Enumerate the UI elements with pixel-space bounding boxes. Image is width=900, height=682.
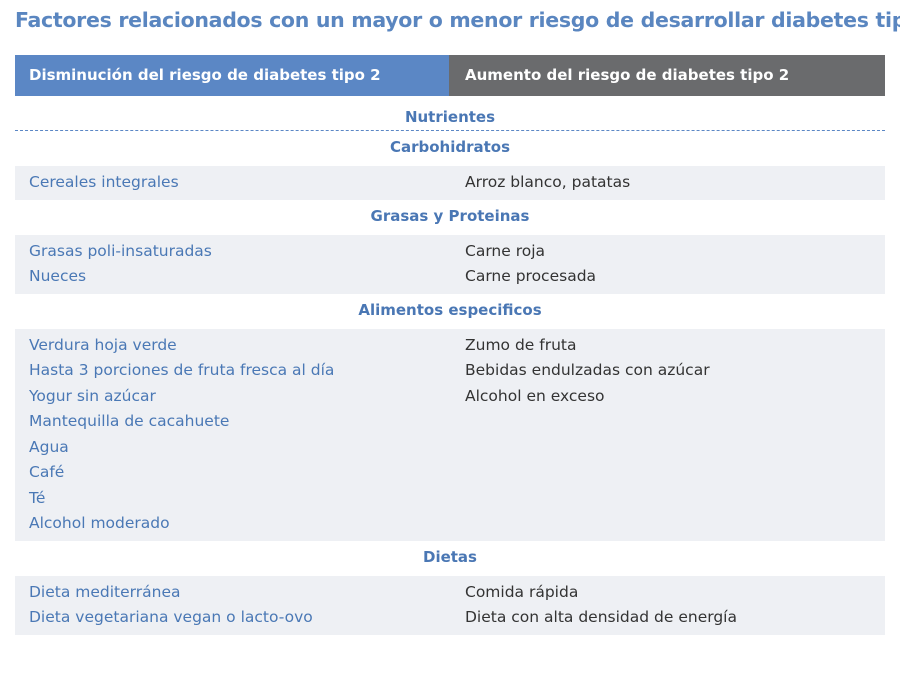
left-column: Verdura hoja verde Hasta 3 porciones de f… bbox=[15, 333, 449, 537]
right-column: Arroz blanco, patatas bbox=[449, 170, 885, 196]
section-rows: Verdura hoja verde Hasta 3 porciones de f… bbox=[15, 328, 885, 541]
section-heading: Alimentos especificos bbox=[358, 300, 542, 319]
right-column: Comida rápida Dieta con alta densidad de … bbox=[449, 580, 885, 631]
item: Mantequilla de cacahuete bbox=[29, 412, 230, 430]
item: Arroz blanco, patatas bbox=[465, 173, 631, 191]
table-header: Disminución del riesgo de diabetes tipo … bbox=[15, 55, 885, 96]
group-heading: Nutrientes bbox=[15, 102, 885, 131]
item: Grasas poli-insaturadas bbox=[29, 241, 212, 260]
item: Zumo de fruta bbox=[465, 335, 577, 354]
section-rows: Cereales integrales Arroz blanco, patatas bbox=[15, 166, 885, 200]
left-column: Cereales integrales bbox=[15, 170, 449, 196]
item: Cereales integrales bbox=[29, 173, 179, 191]
section-rows: Grasas poli-insaturadas Nueces Carne roja C… bbox=[15, 234, 885, 294]
item: Yogur sin azúcar bbox=[29, 386, 156, 405]
right-column: Carne roja Carne procesada bbox=[449, 239, 885, 290]
table-body: Nutrientes Carbohidratos Cereales integra… bbox=[15, 102, 885, 635]
section-heading: Grasas y Proteinas bbox=[370, 206, 530, 225]
section-rows: Dieta mediterránea Dieta vegetariana vega… bbox=[15, 575, 885, 635]
item: Comida rápida bbox=[465, 582, 579, 601]
item: Agua bbox=[29, 437, 69, 456]
item: Nueces bbox=[29, 267, 87, 285]
section-heading: Carbohidratos bbox=[389, 138, 511, 156]
header-right: Aumento del riesgo de diabetes tipo 2 bbox=[449, 55, 885, 96]
item: Bebidas endulzadas con azúcar bbox=[465, 361, 710, 379]
title: Factores relacionados con un mayor o men… bbox=[15, 8, 900, 32]
item: Dieta vegetariana vegan o lacto-ovo bbox=[29, 608, 313, 626]
item: Café bbox=[29, 463, 65, 481]
item: Té bbox=[29, 488, 46, 507]
item: Alcohol moderado bbox=[29, 514, 170, 532]
section-heading: Dietas bbox=[423, 547, 477, 566]
left-column: Grasas poli-insaturadas Nueces bbox=[15, 239, 449, 290]
item: Dieta mediterránea bbox=[29, 582, 181, 601]
item: Verdura hoja verde bbox=[29, 335, 177, 354]
left-column: Dieta mediterránea Dieta vegetariana vega… bbox=[15, 580, 449, 631]
item: Dieta con alta densidad de energía bbox=[465, 608, 737, 626]
item: Carne procesada bbox=[465, 267, 597, 285]
item: Hasta 3 porciones de fruta fresca al día bbox=[29, 361, 335, 379]
item: Carne roja bbox=[465, 241, 546, 260]
item: Alcohol en exceso bbox=[465, 386, 605, 405]
right-column: Zumo de fruta Bebidas endulzadas con azúc… bbox=[449, 333, 885, 537]
header-left: Disminución del riesgo de diabetes tipo … bbox=[15, 55, 449, 96]
